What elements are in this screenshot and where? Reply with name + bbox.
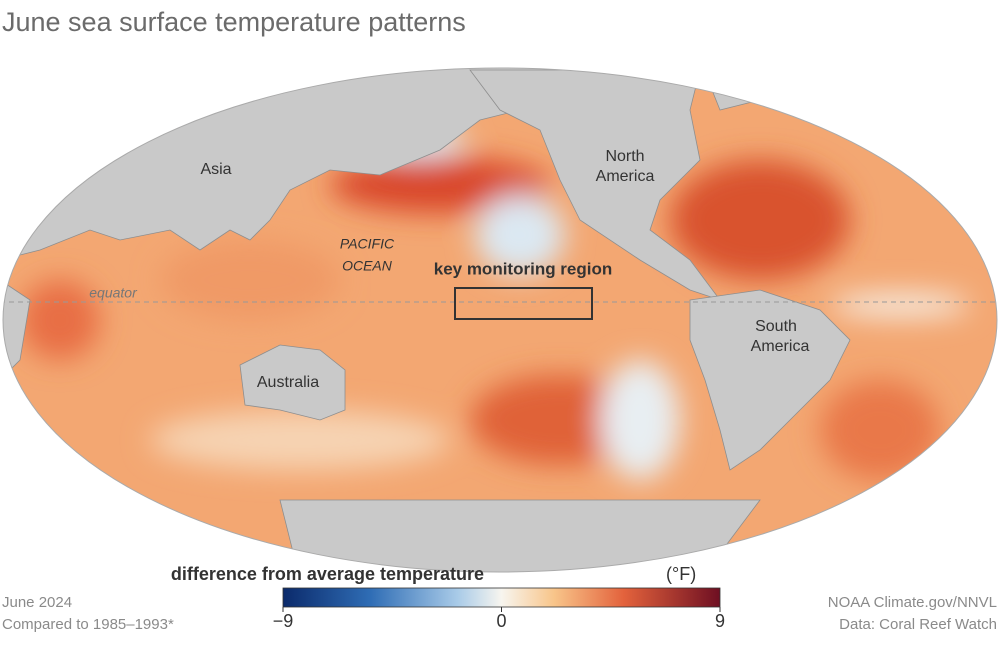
colorbar-ticks: −9 0 9 (273, 607, 725, 631)
footer-date: June 2024 (2, 594, 72, 611)
label-equator: equator (89, 285, 138, 301)
colorbar-label: difference from average temperature (171, 564, 484, 584)
label-north-america: America (596, 168, 655, 185)
colorbar-tick-label: 0 (496, 611, 506, 631)
label-asia: Asia (200, 161, 231, 178)
label-region: key monitoring region (434, 259, 613, 278)
colorbar-tick-label: 9 (715, 611, 725, 631)
footer-source: Data: Coral Reef Watch (839, 616, 997, 633)
colorbar-tick-label: −9 (273, 611, 294, 631)
map (3, 68, 997, 572)
colorbar (282, 587, 721, 608)
label-south-america: South (755, 318, 797, 335)
label-south-america: America (751, 338, 810, 355)
label-pacific: PACIFIC (340, 236, 395, 252)
colorbar-unit: (°F) (666, 564, 696, 584)
footer-baseline: Compared to 1985–1993* (2, 616, 174, 633)
label-australia: Australia (257, 374, 319, 391)
globe-outline (2, 67, 998, 573)
region-box (454, 287, 593, 320)
label-ocean: OCEAN (342, 258, 393, 274)
footer-credit: NOAA Climate.gov/NNVL (828, 594, 997, 611)
title: June sea surface temperature patterns (2, 7, 466, 37)
label-north-america: North (605, 148, 644, 165)
